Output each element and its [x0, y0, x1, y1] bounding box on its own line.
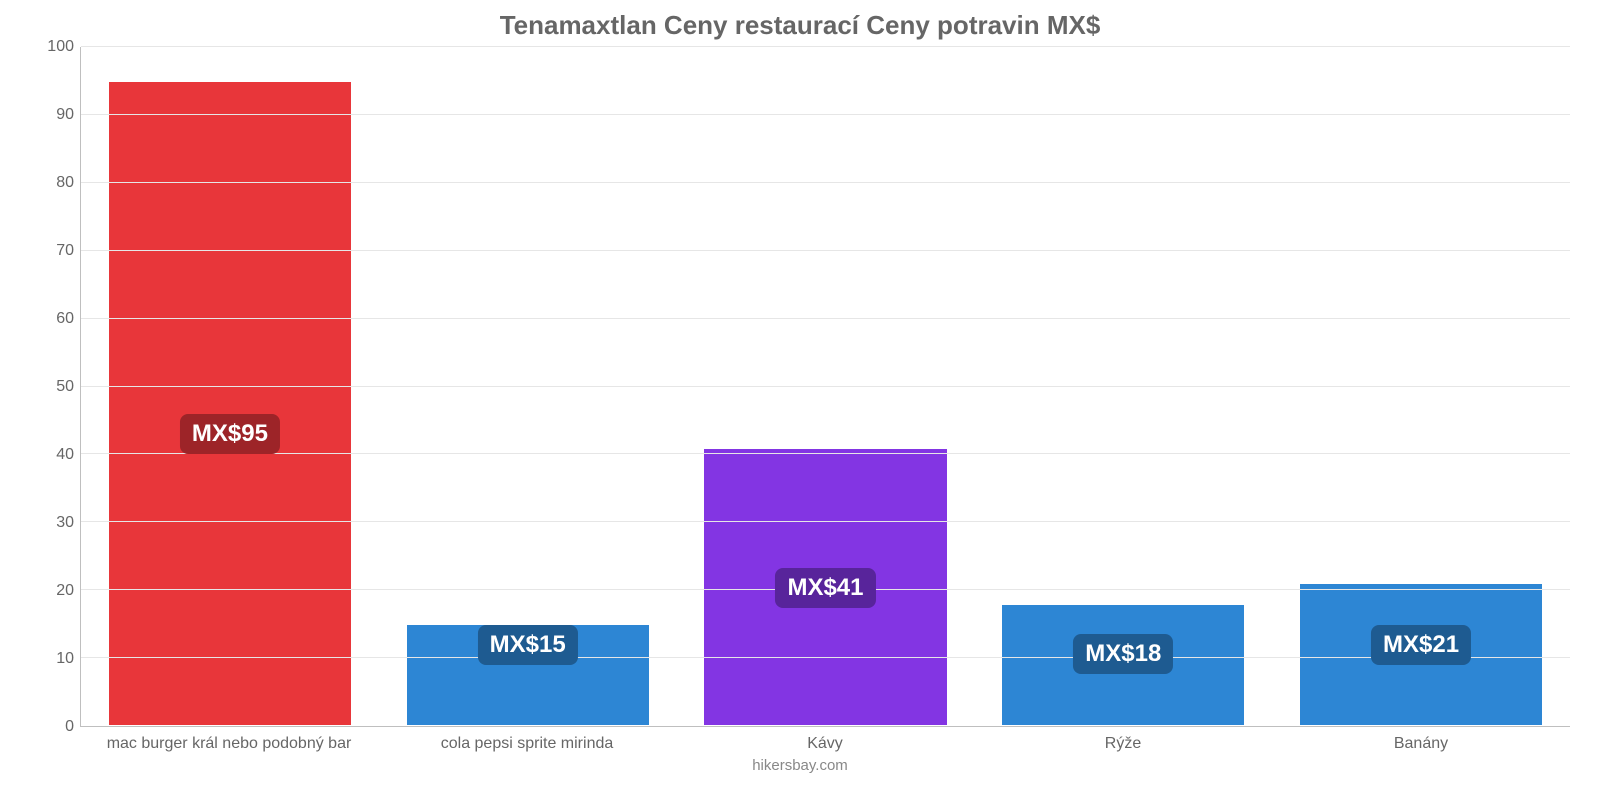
bar-value-label: MX$95 [180, 414, 280, 454]
bar-value-label: MX$21 [1371, 625, 1471, 665]
bar-slot: MX$41 [677, 47, 975, 726]
y-tick-label: 70 [56, 242, 74, 260]
bar: MX$15 [406, 624, 650, 726]
y-tick-label: 50 [56, 378, 74, 396]
y-tick-label: 10 [56, 650, 74, 668]
bar: MX$21 [1299, 583, 1543, 726]
bar-value-label: MX$18 [1073, 634, 1173, 674]
price-bar-chart: Tenamaxtlan Ceny restaurací Ceny potravi… [0, 0, 1600, 800]
grid-line [81, 46, 1570, 47]
bar-slot: MX$21 [1272, 47, 1570, 726]
y-axis: 0102030405060708090100 [30, 47, 80, 727]
grid-line [81, 250, 1570, 251]
y-tick-label: 0 [65, 718, 74, 736]
bar-slot: MX$18 [974, 47, 1272, 726]
x-tick-label: Rýže [974, 735, 1272, 753]
grid-line [81, 521, 1570, 522]
x-axis: mac burger král nebo podobný barcola pep… [80, 735, 1570, 753]
x-tick-label: Kávy [676, 735, 974, 753]
x-tick-label: Banány [1272, 735, 1570, 753]
bar-slot: MX$95 [81, 47, 379, 726]
y-tick-label: 60 [56, 310, 74, 328]
bar: MX$41 [703, 448, 947, 726]
bars-container: MX$95 MX$15 MX$41 MX$18 MX$21 [81, 47, 1570, 726]
plot-row: 0102030405060708090100 MX$95MX$15MX$41MX… [30, 47, 1570, 727]
y-tick-label: 30 [56, 514, 74, 532]
bar: MX$95 [108, 81, 352, 726]
bar-value-label: MX$41 [775, 568, 875, 608]
grid-line [81, 114, 1570, 115]
chart-footer: hikersbay.com [30, 757, 1570, 774]
y-tick-label: 100 [47, 38, 74, 56]
y-tick-label: 20 [56, 582, 74, 600]
grid-line [81, 386, 1570, 387]
x-tick-label: cola pepsi sprite mirinda [378, 735, 676, 753]
chart-title: Tenamaxtlan Ceny restaurací Ceny potravi… [30, 10, 1570, 41]
bar: MX$18 [1001, 604, 1245, 726]
bar-slot: MX$15 [379, 47, 677, 726]
y-tick-label: 90 [56, 106, 74, 124]
plot-area: MX$95 MX$15 MX$41 MX$18 MX$21 [80, 47, 1570, 727]
grid-line [81, 182, 1570, 183]
y-tick-label: 40 [56, 446, 74, 464]
grid-line [81, 453, 1570, 454]
grid-line [81, 318, 1570, 319]
x-tick-label: mac burger král nebo podobný bar [80, 735, 378, 753]
bar-value-label: MX$15 [478, 625, 578, 665]
grid-line [81, 657, 1570, 658]
y-tick-label: 80 [56, 174, 74, 192]
